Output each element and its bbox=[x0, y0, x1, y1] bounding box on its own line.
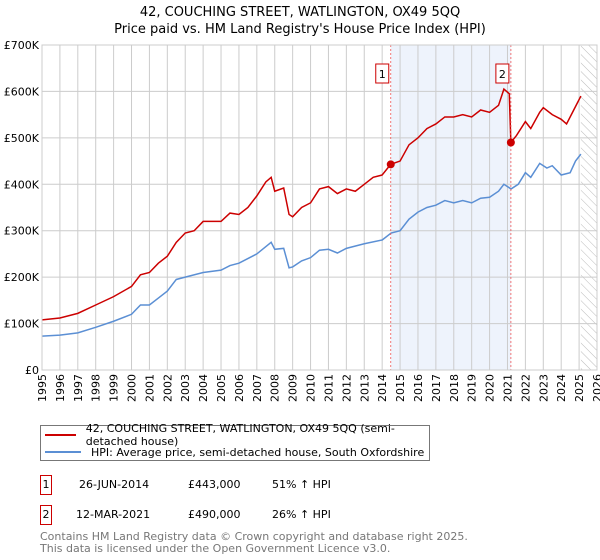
y-tick-label: £400K bbox=[4, 178, 40, 191]
y-tick-label: £0 bbox=[25, 364, 39, 377]
transaction-date: 12-MAR-2021 bbox=[76, 508, 151, 521]
price-chart: 1995 1996 1997 1998 1999 2000 2001 2002 2003 2004… bbox=[4, 39, 600, 402]
plot-frame bbox=[41, 44, 598, 371]
sale-label: 1 bbox=[379, 68, 386, 81]
sale-label: 2 bbox=[499, 68, 506, 81]
x-tick-label: 2016 bbox=[412, 374, 425, 402]
x-tick-label: 2025 bbox=[573, 374, 586, 402]
legend: 42, COUCHING STREET, WATLINGTON, OX49 5Q… bbox=[40, 422, 430, 461]
marker-badge: 2 bbox=[40, 505, 52, 525]
x-tick-label: 2021 bbox=[501, 374, 514, 402]
x-tick-label: 2000 bbox=[126, 374, 139, 402]
sale-label-box bbox=[495, 63, 510, 84]
x-tick-label: 2005 bbox=[215, 374, 228, 402]
hatched-region bbox=[580, 45, 597, 370]
x-tick-label: 2012 bbox=[340, 374, 353, 402]
sale-label-box bbox=[375, 63, 390, 84]
x-tick-label: 2018 bbox=[448, 374, 461, 402]
x-tick-label: 2006 bbox=[233, 374, 246, 402]
transaction-row: 2 12-MAR-2021 £490,000 26% ↑ HPI bbox=[40, 505, 600, 525]
transaction-hpi: 51% ↑ HPI bbox=[272, 478, 331, 491]
legend-swatch-blue bbox=[45, 451, 81, 453]
x-tick-label: 2023 bbox=[537, 374, 550, 402]
x-tick-label: 2013 bbox=[358, 374, 371, 402]
x-tick-label: 2014 bbox=[376, 374, 389, 402]
x-tick-label: 1998 bbox=[90, 374, 103, 402]
y-tick-label: £100K bbox=[4, 318, 40, 331]
y-tick-label: £600K bbox=[4, 85, 40, 98]
x-tick-label: 2008 bbox=[269, 374, 282, 402]
x-tick-label: 2003 bbox=[179, 374, 192, 402]
y-tick-label: £500K bbox=[4, 132, 40, 145]
legend-label: 42, COUCHING STREET, WATLINGTON, OX49 5Q… bbox=[85, 422, 395, 448]
chart-title: 42, COUCHING STREET, WATLINGTON, OX49 5Q… bbox=[139, 5, 461, 20]
hpi-line bbox=[41, 153, 582, 337]
x-tick-label: 2017 bbox=[430, 374, 443, 402]
x-tick-label: 2007 bbox=[251, 374, 264, 402]
y-tick-label: £200K bbox=[4, 271, 40, 284]
x-tick-label: 2022 bbox=[519, 374, 532, 402]
x-tick-label: 2015 bbox=[394, 374, 407, 402]
x-tick-label: 2009 bbox=[287, 374, 300, 402]
x-tick-label: 1996 bbox=[54, 374, 67, 402]
footer-line: Contains HM Land Registry data © Crown c… bbox=[40, 530, 468, 543]
x-tick-label: 2020 bbox=[484, 374, 497, 402]
x-tick-label: 1997 bbox=[72, 374, 85, 402]
transaction-date: 26-JUN-2014 bbox=[79, 478, 150, 491]
legend-swatch-red bbox=[45, 434, 76, 436]
x-tick-label: 1995 bbox=[36, 374, 49, 402]
marker-badge: 1 bbox=[40, 475, 52, 495]
y-tick-label: £300K bbox=[4, 225, 40, 238]
transaction-price: £490,000 bbox=[188, 508, 241, 521]
legend-label: HPI: Average price, semi-detached house,… bbox=[91, 445, 425, 459]
transaction-row: 1 26-JUN-2014 £443,000 51% ↑ HPI bbox=[40, 475, 600, 495]
chart-subtitle: Price paid vs. HM Land Registry's House … bbox=[114, 22, 486, 37]
footer: Contains HM Land Registry data © Crown c… bbox=[40, 531, 468, 555]
x-tick-label: 2026 bbox=[591, 374, 600, 402]
y-tick-label: £700K bbox=[4, 39, 40, 52]
x-tick-label: 2024 bbox=[555, 374, 568, 402]
x-tick-label: 2019 bbox=[466, 374, 479, 402]
transaction-hpi: 26% ↑ HPI bbox=[272, 508, 331, 521]
legend-item-property: 42, COUCHING STREET, WATLINGTON, OX49 5Q… bbox=[45, 422, 429, 448]
sale-point bbox=[506, 138, 515, 147]
x-tick-label: 2002 bbox=[161, 374, 174, 402]
footer-line: This data is licensed under the Open Gov… bbox=[40, 542, 391, 555]
x-tick-label: 2011 bbox=[322, 374, 335, 402]
x-tick-label: 2004 bbox=[197, 374, 210, 402]
shaded-period bbox=[390, 45, 511, 370]
sale-point bbox=[386, 160, 395, 169]
x-tick-label: 2010 bbox=[305, 374, 318, 402]
x-tick-label: 2001 bbox=[143, 374, 156, 402]
legend-item-hpi: HPI: Average price, semi-detached house,… bbox=[45, 444, 424, 460]
x-tick-label: 1999 bbox=[108, 374, 121, 402]
transaction-price: £443,000 bbox=[188, 478, 241, 491]
